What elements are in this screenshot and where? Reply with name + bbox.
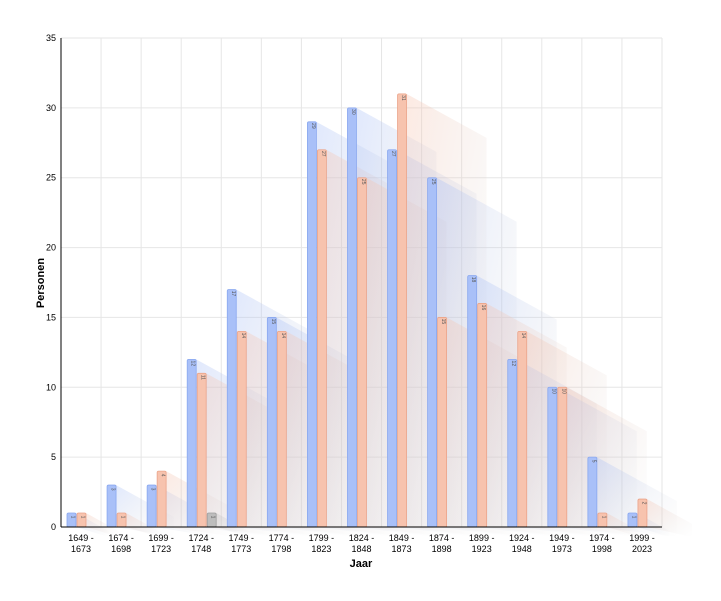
- bar: [196, 372, 207, 528]
- bar-shadow: [86, 513, 119, 537]
- bar-value-label: 10: [560, 389, 566, 395]
- bar-value-label: 3: [110, 488, 116, 491]
- x-tick-label: 1724 -1748: [188, 533, 214, 554]
- bar-value-label: 10: [550, 389, 556, 395]
- y-tick-label: 5: [51, 452, 56, 462]
- y-tick-label: 15: [46, 312, 56, 322]
- bar-value-label: 11: [200, 375, 206, 380]
- bar: [477, 303, 488, 528]
- x-tick-label: 1824 -1848: [349, 533, 375, 554]
- bar: [437, 317, 448, 528]
- bar: [316, 149, 327, 528]
- bar-shadows: [76, 93, 693, 537]
- bar: [276, 330, 287, 528]
- bar-value-label: 3: [150, 488, 156, 491]
- bar-value-label: 1: [210, 516, 216, 519]
- bar: [397, 93, 407, 528]
- x-tick-label: 1899 -1923: [469, 533, 495, 554]
- bar-value-label: 30: [350, 109, 356, 115]
- x-tick-label: 1849 -1873: [389, 533, 415, 554]
- x-tick-label: 1799 -1823: [309, 533, 335, 554]
- bar-value-label: 1: [120, 516, 126, 519]
- y-axis-title: Personen: [35, 258, 47, 308]
- bar-value-label: 1: [70, 516, 76, 519]
- y-tick-label: 30: [46, 103, 56, 113]
- bar: [587, 456, 598, 528]
- bar-value-label: 1: [80, 516, 86, 519]
- bar-value-label: 17: [230, 291, 236, 297]
- x-tick-labels: 1649 -1673 1674 -1698 1699 -1723 1724 -1748…: [68, 533, 654, 554]
- x-tick-label: 1774 -1798: [269, 533, 295, 554]
- y-tick-label: 10: [46, 382, 56, 392]
- bar: [106, 484, 117, 528]
- y-tick-label: 0: [51, 522, 56, 532]
- x-tick-label: 1649 -1673: [68, 533, 94, 554]
- bar-value-label: 25: [430, 179, 436, 185]
- bar-value-label: 4: [160, 474, 166, 477]
- bar-value-label: 14: [520, 333, 526, 339]
- x-tick-label: 1699 -1723: [148, 533, 174, 554]
- x-tick-label: 1874 -1898: [429, 533, 455, 554]
- x-tick-label: 1999 -2023: [629, 533, 655, 554]
- bar-value-label: 14: [280, 333, 286, 339]
- bar: [517, 330, 528, 528]
- bar: [357, 177, 367, 528]
- bar: [507, 358, 518, 528]
- bar: [557, 386, 568, 528]
- x-tick-label: 1749 -1773: [229, 533, 255, 554]
- bar-value-label: 29: [310, 123, 316, 129]
- x-axis-title: Jaar: [350, 558, 373, 570]
- bar: [547, 386, 558, 528]
- bar-shadow: [646, 499, 693, 537]
- x-tick-label: 1949 -1973: [549, 533, 575, 554]
- bar: [146, 484, 157, 528]
- bar-shadow: [126, 513, 159, 537]
- bar: [186, 358, 197, 528]
- bar-value-label: 15: [270, 319, 276, 325]
- bar-value-label: 27: [320, 151, 326, 157]
- bar: [266, 317, 277, 528]
- y-tick-label: 25: [46, 173, 56, 183]
- bar-value-label: 12: [190, 361, 196, 367]
- bar-value-label: 12: [510, 361, 516, 367]
- y-tick-label: 35: [46, 33, 56, 43]
- bar: [467, 275, 478, 528]
- bar-value-label: 31: [400, 95, 406, 101]
- bar: [347, 107, 357, 528]
- bar: [236, 330, 247, 528]
- bar-value-label: 14: [240, 333, 246, 339]
- bar-value-label: 18: [470, 277, 476, 283]
- bar-value-label: 5: [590, 460, 596, 463]
- bar: [226, 289, 237, 528]
- bar: [156, 470, 167, 528]
- x-tick-label: 1974 -1998: [589, 533, 615, 554]
- y-tick-labels: 0 5 10 15 20 25 30 35: [46, 33, 56, 532]
- bar-value-label: 16: [480, 305, 486, 311]
- bar-value-label: 25: [360, 179, 366, 185]
- bar: [306, 121, 317, 528]
- bar-value-label: 27: [390, 151, 396, 157]
- bar-value-label: 15: [440, 319, 446, 325]
- x-tick-label: 1924 -1948: [509, 533, 535, 554]
- bar-value-label: 1: [600, 516, 606, 519]
- bar-shadow: [606, 513, 640, 537]
- x-tick-label: 1674 -1698: [108, 533, 134, 554]
- bar: [427, 177, 438, 528]
- bar-value-label: 1: [630, 516, 636, 519]
- y-tick-label: 20: [46, 243, 56, 253]
- axes: [60, 38, 662, 528]
- bar-value-label: 2: [640, 502, 646, 505]
- bar: [387, 149, 397, 528]
